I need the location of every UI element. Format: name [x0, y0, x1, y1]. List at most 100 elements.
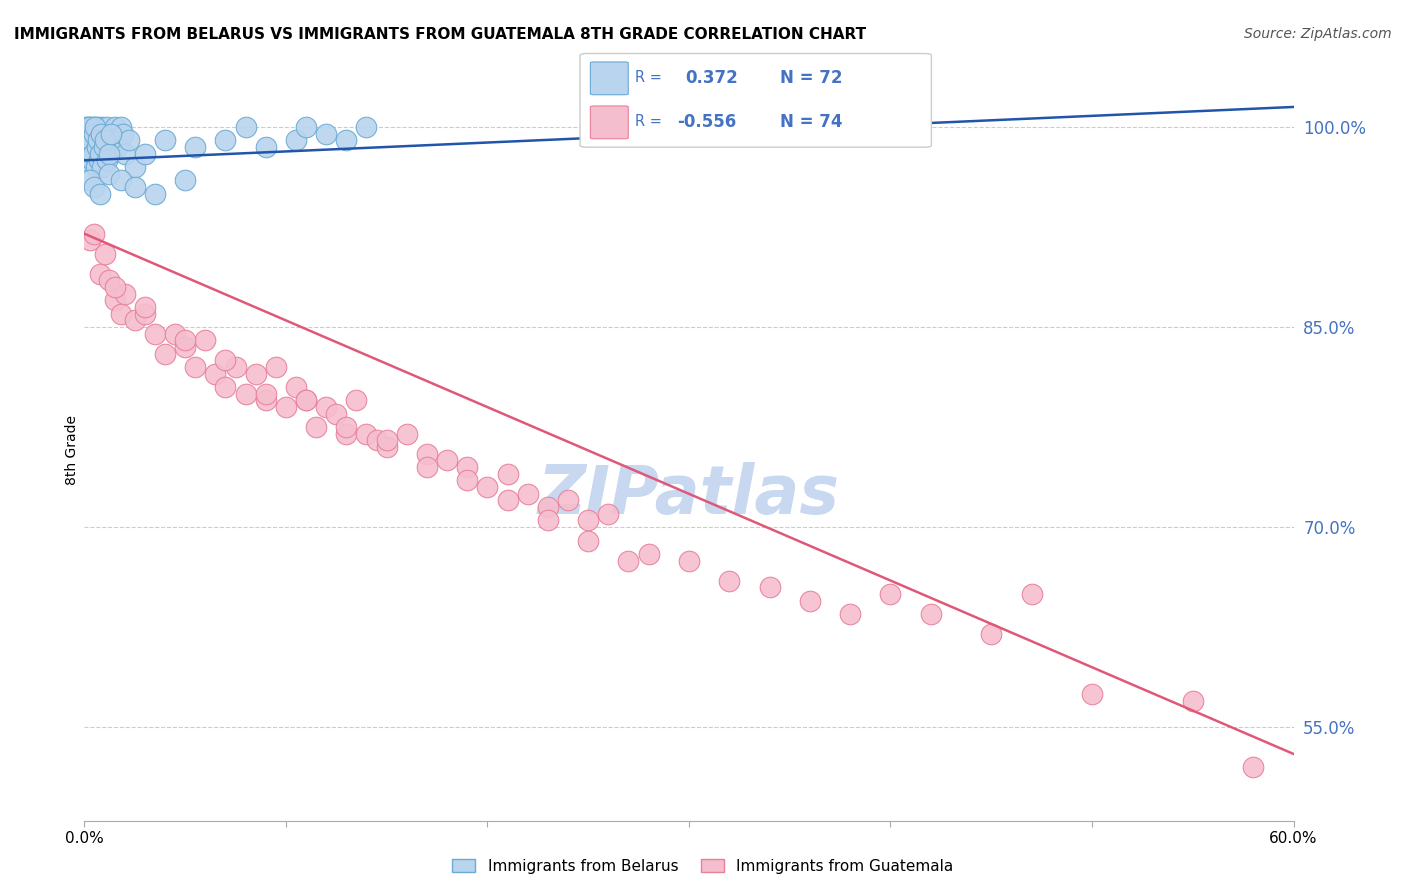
Point [100, 146, 122, 161]
Point [89, 140, 111, 154]
Point [496, 467, 519, 481]
Point [124, 180, 146, 194]
Point [97, 167, 120, 181]
Point [235, 386, 257, 401]
Point [105, 140, 128, 154]
Point [124, 160, 146, 174]
Point [245, 367, 267, 381]
Point [617, 553, 640, 567]
Point [1181, 693, 1204, 707]
Point [214, 380, 236, 394]
FancyBboxPatch shape [591, 62, 628, 95]
Point [214, 353, 236, 368]
Point [82, 120, 104, 134]
Point [416, 447, 439, 461]
Point [76, 127, 98, 141]
Point [93, 127, 115, 141]
Point [346, 393, 368, 408]
Point [89, 267, 111, 281]
Point [79, 120, 101, 134]
Text: N = 72: N = 72 [780, 69, 842, 87]
Point [184, 360, 207, 375]
Point [84, 120, 107, 134]
Point [537, 500, 560, 515]
Point [97, 273, 120, 287]
Point [104, 120, 127, 134]
Point [77, 127, 100, 141]
Point [194, 334, 217, 348]
Point [214, 133, 236, 147]
Point [416, 460, 439, 475]
Point [375, 434, 398, 448]
Point [89, 127, 111, 141]
Point [456, 474, 478, 488]
Point [537, 514, 560, 528]
Point [80, 140, 103, 154]
Point [83, 127, 105, 141]
Point [93, 140, 115, 154]
Point [101, 133, 124, 147]
Point [496, 493, 519, 508]
Point [86, 146, 108, 161]
Point [79, 146, 101, 161]
Point [174, 173, 197, 187]
Point [104, 280, 127, 294]
Text: IMMIGRANTS FROM BELARUS VS IMMIGRANTS FROM GUATEMALA 8TH GRADE CORRELATION CHART: IMMIGRANTS FROM BELARUS VS IMMIGRANTS FR… [14, 27, 866, 42]
Point [114, 286, 136, 301]
Point [96, 153, 118, 168]
Point [225, 360, 247, 375]
Point [1021, 587, 1043, 601]
Point [335, 420, 357, 434]
Point [86, 133, 108, 147]
Point [80, 133, 103, 147]
Point [174, 340, 197, 354]
Point [274, 400, 297, 414]
Point [79, 120, 101, 134]
Point [79, 173, 101, 187]
Point [110, 173, 132, 187]
Point [124, 313, 146, 327]
Point [879, 587, 901, 601]
Point [254, 140, 277, 154]
Point [87, 133, 110, 147]
Point [90, 133, 112, 147]
Point [356, 426, 378, 441]
Point [86, 160, 108, 174]
Point [107, 133, 129, 147]
Point [174, 334, 197, 348]
Point [980, 627, 1002, 641]
Point [100, 127, 122, 141]
Point [295, 393, 318, 408]
Point [82, 153, 104, 168]
Point [79, 133, 101, 147]
Point [576, 533, 599, 548]
Point [76, 140, 98, 154]
Point [264, 360, 287, 375]
Point [315, 127, 337, 141]
Point [143, 186, 166, 201]
Point [82, 133, 104, 147]
Point [110, 307, 132, 321]
Legend: Immigrants from Belarus, Immigrants from Guatemala: Immigrants from Belarus, Immigrants from… [446, 853, 960, 880]
Point [118, 133, 141, 147]
Point [184, 140, 207, 154]
Point [204, 367, 226, 381]
Point [516, 487, 538, 501]
Point [79, 233, 101, 247]
Point [86, 140, 108, 154]
Point [456, 460, 478, 475]
Point [90, 127, 112, 141]
Point [335, 426, 357, 441]
Point [93, 246, 115, 260]
FancyBboxPatch shape [581, 54, 931, 147]
Text: 0.372: 0.372 [685, 69, 738, 87]
Point [114, 146, 136, 161]
Point [285, 133, 308, 147]
Point [356, 120, 378, 134]
Point [305, 420, 328, 434]
Point [83, 180, 105, 194]
Point [91, 160, 114, 174]
Point [295, 393, 318, 408]
Point [637, 547, 659, 561]
Point [110, 120, 132, 134]
